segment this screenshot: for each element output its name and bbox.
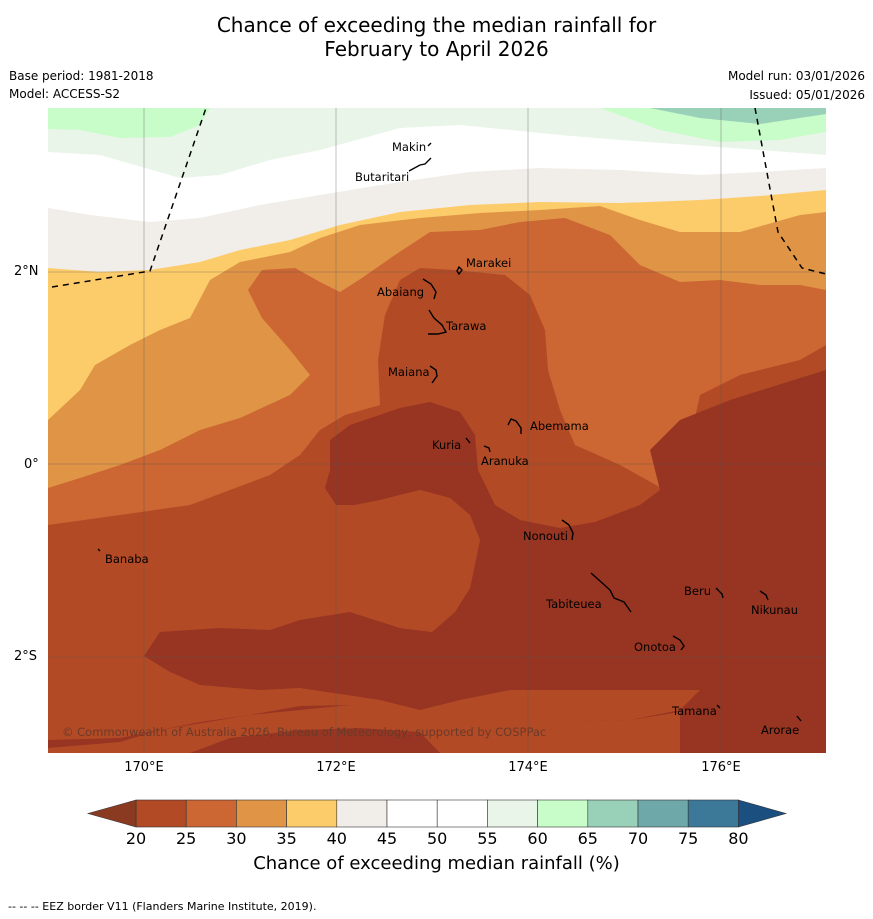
label-kuria: Kuria xyxy=(432,438,461,452)
colorbar-tick-label: 80 xyxy=(728,829,749,848)
label-maiana: Maiana xyxy=(388,365,430,379)
colorbar-segment xyxy=(135,799,187,828)
eez-border-east xyxy=(754,108,826,275)
lat-label-2n: 2°N xyxy=(14,264,39,279)
lon-label-172e: 172°E xyxy=(316,760,356,775)
colorbar-segment xyxy=(185,799,237,828)
lat-label-2s: 2°S xyxy=(14,649,38,664)
base-period: Base period: 1981-2018 xyxy=(9,69,154,83)
label-arorae: Arorae xyxy=(761,723,799,737)
lat-label-0: 0° xyxy=(24,457,39,472)
label-abaiang: Abaiang xyxy=(377,285,424,299)
island-tarawa xyxy=(428,309,448,335)
colorbar-tick-label: 55 xyxy=(477,829,498,848)
colorbar-segment xyxy=(537,799,589,828)
eez-border xyxy=(51,108,826,288)
island-tamana xyxy=(716,704,721,709)
colorbar-tick-label: 70 xyxy=(627,829,649,848)
colorbar-tick-label: 25 xyxy=(176,829,197,848)
island-tabiteuea xyxy=(590,572,632,613)
label-tarawa: Tarawa xyxy=(445,319,486,333)
field-60-65-west xyxy=(48,108,210,138)
copyright-notice: © Commonwealth of Australia 2026, Bureau… xyxy=(62,725,546,739)
colorbar-under-arrow xyxy=(86,799,137,828)
label-tabiteuea: Tabiteuea xyxy=(545,597,602,611)
colorbar-segment xyxy=(286,799,338,828)
colorbar-segment xyxy=(336,799,388,828)
island-beru xyxy=(715,587,724,599)
island-labels: Makin Butaritari Marakei Abaiang Tarawa … xyxy=(105,140,799,737)
issued-date: Issued: 05/01/2026 xyxy=(749,88,865,102)
model-name: Model: ACCESS-S2 xyxy=(9,87,121,101)
field-below-20-south xyxy=(190,728,440,753)
eez-border-west xyxy=(51,108,207,288)
island-nonouti xyxy=(561,519,574,541)
chart-title-line-2: February to April 2026 xyxy=(324,37,549,61)
eez-footnote: -- -- -- EEZ border V11 (Flanders Marine… xyxy=(8,900,317,913)
island-makin xyxy=(427,142,432,147)
label-aranuka: Aranuka xyxy=(481,454,529,468)
island-onotoa xyxy=(672,635,685,651)
colorbar-segment xyxy=(236,799,287,828)
model-run-date: Model run: 03/01/2026 xyxy=(727,69,865,83)
island-arorae xyxy=(796,715,802,722)
island-aranuka xyxy=(483,445,491,453)
colorbar xyxy=(86,799,788,828)
colorbar-segment xyxy=(687,799,739,828)
island-abaiang xyxy=(422,278,437,300)
lon-label-176e: 176°E xyxy=(701,760,741,775)
colorbar-tick-label: 20 xyxy=(125,829,147,848)
island-kuria xyxy=(465,437,471,444)
colorbar-tick-label: 75 xyxy=(678,829,699,848)
label-beru: Beru xyxy=(684,584,711,598)
graticule xyxy=(48,108,826,753)
colorbar-segment xyxy=(587,799,639,828)
lon-label-170e: 170°E xyxy=(124,760,164,775)
field-55-60 xyxy=(48,108,826,178)
colorbar-segment xyxy=(637,799,689,828)
colorbar-tick-label: 50 xyxy=(427,829,448,848)
island-nikunau xyxy=(759,590,769,601)
colorbar-tick-label: 45 xyxy=(376,829,398,848)
island-outlines xyxy=(97,142,802,722)
colorbar-tick-label: 40 xyxy=(326,829,347,848)
colorbar-tick-label: 65 xyxy=(577,829,598,848)
label-marakei: Marakei xyxy=(466,256,511,270)
label-nonouti: Nonouti xyxy=(523,529,568,543)
label-onotoa: Onotoa xyxy=(634,640,676,654)
island-abemama xyxy=(507,418,522,434)
probability-fields xyxy=(48,108,826,753)
label-tamana: Tamana xyxy=(671,704,717,718)
label-nikunau: Nikunau xyxy=(751,603,798,617)
colorbar-tick-label: 30 xyxy=(226,829,247,848)
island-maiana xyxy=(429,365,438,384)
colorbar-over-arrow xyxy=(738,799,788,828)
label-makin: Makin xyxy=(392,140,426,154)
field-20-25-pocket xyxy=(336,490,480,632)
label-butaritari: Butaritari xyxy=(355,170,409,184)
field-65-70 xyxy=(650,108,826,124)
label-abemama: Abemama xyxy=(530,419,589,433)
chart-title-line-1: Chance of exceeding the median rainfall … xyxy=(216,13,657,37)
label-banaba: Banaba xyxy=(105,552,149,566)
colorbar-title: Chance of exceeding median rainfall (%) xyxy=(253,853,620,874)
island-butaritari xyxy=(408,157,432,172)
colorbar-segment xyxy=(436,799,488,828)
colorbar-segment xyxy=(386,799,438,828)
colorbar-segment xyxy=(487,799,538,828)
lon-label-174e: 174°E xyxy=(508,760,548,775)
colorbar-tick-label: 60 xyxy=(527,829,548,848)
colorbar-tick-label: 35 xyxy=(276,829,297,848)
island-banaba xyxy=(97,548,101,552)
island-marakei xyxy=(456,265,463,276)
